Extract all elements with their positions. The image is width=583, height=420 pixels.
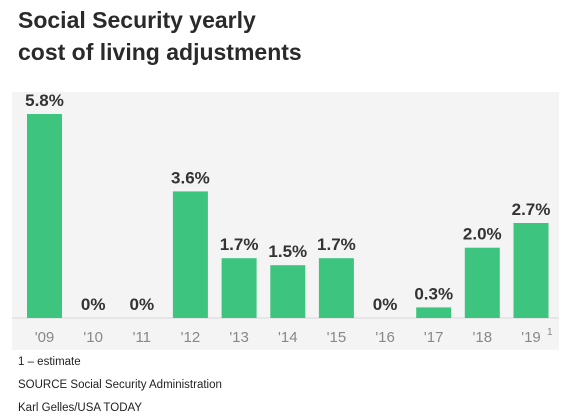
value-label-4: 1.7%: [220, 235, 259, 254]
value-labels: 5.8% 0% 0% 3.6% 1.7% 1.5% 1.7% 0% 0.3% 2.0% 2.7%: [25, 91, 550, 314]
bar-5: [270, 265, 306, 318]
x-tick-label-5: '14: [278, 329, 298, 346]
x-tick-label-0: '09: [35, 329, 55, 346]
bar-6: [318, 258, 354, 318]
x-tick-labels: '09 '10 '11 '12 '13 '14 '15 '16 '17 '18 '19 1: [35, 327, 553, 346]
footnote: 1 – estimate: [18, 356, 81, 368]
bar-3: [172, 191, 208, 318]
source-note: SOURCE Social Security Administration: [18, 379, 222, 391]
chart-title-line-2: cost of living adjustments: [18, 39, 302, 65]
x-tick-label-10: '19: [521, 329, 541, 346]
x-tick-label-1: '10: [83, 329, 103, 346]
bar-9: [464, 247, 500, 318]
value-label-2: 0%: [130, 295, 155, 314]
value-label-5: 1.5%: [268, 242, 307, 261]
value-label-9: 2.0%: [463, 225, 502, 244]
bar-8: [416, 307, 452, 318]
chart-title-line-1: Social Security yearly: [18, 7, 256, 33]
bar-10: [513, 223, 549, 318]
chart-title: Social Security yearly cost of living ad…: [18, 4, 302, 68]
x-tick-label-9: '18: [473, 329, 493, 346]
bars: [27, 114, 549, 318]
x-tick-label-4: '13: [229, 329, 249, 346]
x-tick-label-2: '11: [133, 329, 151, 346]
bar-0: [27, 114, 62, 318]
bar-4: [221, 258, 257, 318]
value-label-1: 0%: [81, 295, 106, 314]
credit-note: Karl Gelles/USA TODAY: [18, 402, 142, 414]
footnote-mark-10: 1: [547, 327, 553, 338]
value-label-6: 1.7%: [317, 235, 356, 254]
value-label-8: 0.3%: [414, 284, 453, 303]
x-tick-label-8: '17: [424, 329, 444, 346]
x-tick-label-7: '16: [375, 329, 395, 346]
value-label-3: 3.6%: [171, 168, 210, 187]
x-tick-label-3: '12: [181, 329, 201, 346]
value-label-10: 2.7%: [512, 200, 551, 219]
value-label-7: 0%: [373, 295, 398, 314]
x-tick-label-6: '15: [327, 329, 347, 346]
value-label-0: 5.8%: [25, 91, 64, 110]
